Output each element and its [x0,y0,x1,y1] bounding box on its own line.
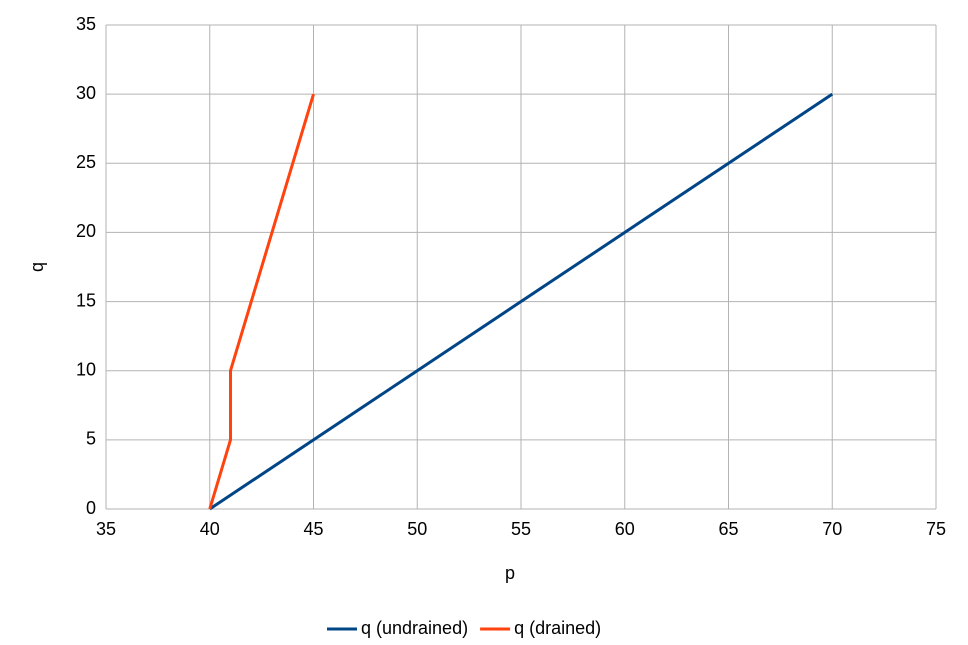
y-tick-label: 5 [86,429,96,449]
x-axis-label: p [505,563,515,583]
y-tick-label: 35 [76,14,96,34]
y-tick-label: 10 [76,359,96,379]
legend-label: q (undrained) [361,618,468,638]
x-tick-label: 40 [200,519,220,539]
x-tick-label: 65 [718,519,738,539]
y-tick-label: 0 [86,498,96,518]
x-tick-label: 50 [407,519,427,539]
legend-label: q (drained) [514,618,601,638]
y-tick-label: 20 [76,221,96,241]
x-tick-label: 70 [822,519,842,539]
y-tick-label: 30 [76,83,96,103]
y-axis-label: q [27,262,47,272]
x-tick-label: 55 [511,519,531,539]
x-tick-label: 35 [96,519,116,539]
series-line [208,92,834,511]
y-tick-label: 15 [76,290,96,310]
x-tick-label: 75 [926,519,946,539]
x-tick-label: 60 [615,519,635,539]
series-line [208,93,315,510]
x-tick-label: 45 [303,519,323,539]
y-tick-label: 25 [76,152,96,172]
